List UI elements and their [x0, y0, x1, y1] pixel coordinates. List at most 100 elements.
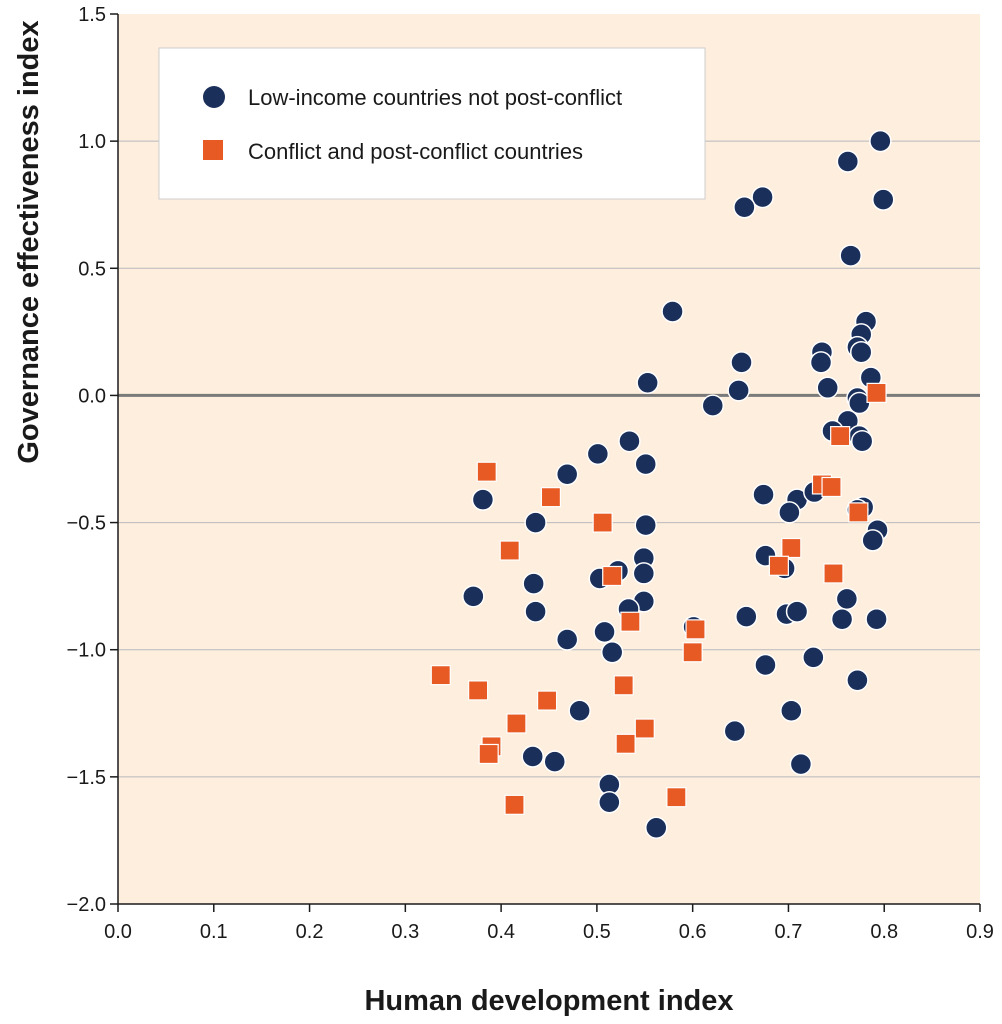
conflict-point: [848, 502, 869, 523]
low-income-point: [632, 562, 656, 585]
conflict-point: [768, 555, 789, 576]
low-income-point: [830, 607, 854, 631]
low-income-point: [593, 620, 616, 644]
low-income-point: [661, 300, 684, 323]
low-income-point: [521, 745, 544, 768]
low-income-point: [462, 585, 485, 608]
conflict-point: [499, 540, 520, 561]
conflict-point: [613, 675, 634, 696]
conflict-point: [468, 680, 489, 701]
low-income-point: [850, 429, 874, 453]
conflict-point: [540, 487, 562, 508]
data-points: [430, 129, 895, 839]
conflict-point: [620, 611, 641, 632]
low-income-point: [865, 607, 888, 631]
low-income-point: [701, 394, 725, 417]
low-income-point: [809, 351, 833, 374]
low-income-point: [555, 628, 579, 651]
low-income-point: [524, 600, 547, 623]
low-income-point: [835, 587, 859, 611]
low-income-point: [636, 371, 659, 394]
conflict-point: [821, 476, 842, 498]
y-tick-label: 1.0: [78, 131, 106, 153]
x-tick-label: 0.1: [200, 921, 228, 943]
low-income-point: [568, 699, 591, 722]
low-income-point: [869, 129, 892, 153]
conflict-point: [602, 565, 623, 587]
y-tick-label: −2.0: [67, 894, 106, 916]
y-tick-label: −0.5: [67, 513, 106, 535]
low-income-point: [634, 513, 657, 537]
y-tick-label: 1.5: [78, 4, 106, 26]
y-tick-label: 0.5: [78, 258, 106, 280]
low-income-point: [780, 699, 803, 722]
low-income-point: [754, 653, 777, 677]
low-income-point: [846, 668, 869, 692]
low-income-point: [598, 791, 621, 814]
low-income-point: [848, 391, 871, 415]
low-income-point: [727, 379, 750, 402]
legend-marker-conflict: [203, 140, 223, 160]
low-income-point: [861, 529, 884, 552]
conflict-point: [506, 713, 527, 734]
y-tick-label: 0.0: [78, 385, 106, 407]
conflict-point: [634, 718, 655, 739]
low-income-point: [645, 816, 668, 839]
x-tick-label: 0.0: [104, 921, 132, 943]
low-income-point: [839, 244, 862, 267]
legend: Low-income countries not post-conflict C…: [158, 47, 706, 200]
conflict-point: [830, 426, 851, 447]
conflict-point: [666, 787, 687, 808]
x-tick-label: 0.9: [966, 921, 994, 943]
low-income-point: [618, 429, 641, 453]
x-tick-label: 0.4: [487, 921, 515, 943]
x-tick-label: 0.3: [391, 921, 419, 943]
legend-label-conflict: Conflict and post-conflict countries: [248, 139, 583, 164]
conflict-point: [781, 537, 802, 559]
legend-box: [158, 47, 706, 200]
low-income-point: [816, 376, 839, 400]
x-tick-label: 0.5: [583, 921, 611, 943]
legend-label-low-income: Low-income countries not post-conflict: [248, 85, 622, 110]
low-income-point: [730, 351, 753, 374]
legend-marker-low-income: [203, 86, 225, 108]
low-income-point: [751, 185, 774, 209]
conflict-point: [866, 382, 887, 403]
low-income-point: [802, 646, 825, 669]
conflict-point: [615, 733, 636, 754]
conflict-point: [536, 690, 558, 711]
low-income-point: [836, 150, 860, 173]
low-income-point: [634, 452, 657, 476]
axes: [117, 14, 980, 905]
low-income-point: [785, 600, 809, 623]
x-tick-label: 0.8: [870, 921, 898, 943]
y-tick-label: −1.0: [67, 640, 106, 662]
x-tick-label: 0.6: [679, 921, 707, 943]
low-income-point: [522, 572, 545, 595]
low-income-point: [735, 605, 758, 628]
conflict-point: [592, 512, 613, 533]
low-income-point: [778, 501, 801, 524]
low-income-point: [723, 719, 747, 743]
low-income-point: [555, 463, 579, 486]
low-income-point: [789, 752, 813, 776]
y-axis-title: Governance effectiveness index: [13, 20, 45, 463]
conflict-point: [478, 743, 499, 765]
low-income-point: [471, 488, 495, 511]
low-income-point: [733, 196, 756, 219]
low-income-point: [600, 641, 624, 664]
low-income-point: [849, 340, 873, 364]
x-tick-label: 0.2: [296, 921, 324, 943]
conflict-point: [823, 563, 844, 584]
conflict-point: [685, 619, 706, 640]
low-income-point: [872, 188, 895, 211]
low-income-point: [543, 750, 566, 773]
conflict-point: [682, 642, 703, 663]
conflict-point: [430, 665, 451, 686]
conflict-point: [476, 461, 497, 482]
ticks: 1.5 1.0 0.5 0.0 −0.5 −1.0 −1.5 −2.0 0.0 0.1 0.2 0.3…: [67, 4, 994, 943]
low-income-point: [524, 511, 547, 534]
low-income-point: [752, 483, 775, 506]
series-conflict: [430, 382, 887, 815]
